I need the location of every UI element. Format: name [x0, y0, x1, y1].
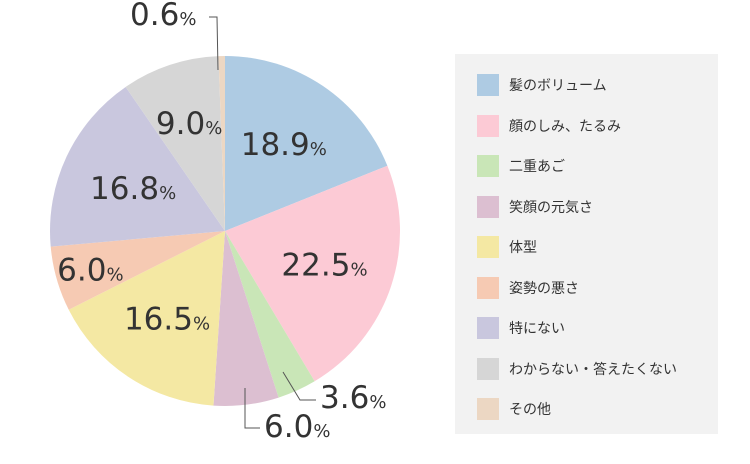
value-label: 16.8% — [90, 171, 176, 207]
value-labels: 18.9%22.5%3.6%6.0%16.5%6.0%16.8%9.0%0.6% — [57, 0, 386, 445]
value-unit: % — [179, 9, 196, 30]
value-unit: % — [369, 392, 386, 413]
pie-slice — [49, 86, 225, 247]
value-number: 16.5 — [124, 302, 193, 338]
value-number: 6.0 — [57, 252, 106, 288]
legend-swatch — [477, 276, 499, 299]
legend-item: 顔のしみ、たるみ — [477, 114, 621, 137]
legend-item: 二重あご — [477, 155, 565, 177]
legend-item: 姿勢の悪さ — [477, 276, 579, 299]
legend-item: 笑顔の元気さ — [477, 195, 593, 218]
legend-swatch — [477, 357, 499, 380]
value-label: 22.5% — [281, 248, 367, 284]
legend-swatch — [477, 398, 499, 420]
value-unit: % — [350, 260, 367, 281]
pie-slice — [125, 56, 225, 232]
legend-swatch — [477, 155, 499, 177]
legend-label: 体型 — [509, 240, 537, 256]
leader-line — [209, 16, 219, 71]
legend-item: その他 — [477, 398, 551, 420]
value-unit: % — [313, 421, 330, 442]
pie-slice — [50, 231, 225, 310]
value-unit: % — [106, 264, 123, 285]
value-unit: % — [310, 139, 327, 160]
value-unit: % — [205, 118, 222, 139]
legend-item: わからない・答えたくない — [477, 357, 677, 380]
legend-item: 体型 — [477, 236, 537, 258]
value-number: 9.0 — [156, 106, 205, 142]
legend-label: 特にない — [509, 321, 565, 337]
value-number: 3.6 — [320, 380, 369, 416]
legend-swatch — [477, 195, 499, 218]
value-label: 9.0% — [156, 106, 222, 142]
value-number: 16.8 — [90, 171, 159, 207]
pie-slice — [68, 231, 225, 406]
pie-slice — [213, 231, 279, 406]
value-unit: % — [193, 314, 210, 335]
leader-line — [282, 371, 316, 401]
legend-label: その他 — [509, 402, 551, 418]
legend-label: 髪のボリューム — [509, 78, 607, 94]
value-number: 6.0 — [264, 409, 313, 445]
value-unit: % — [159, 183, 176, 204]
value-label: 6.0% — [264, 409, 330, 445]
value-label: 18.9% — [241, 127, 327, 163]
leader-lines — [209, 16, 316, 429]
legend-item: 髪のボリューム — [477, 74, 607, 96]
legend-label: 二重あご — [509, 159, 565, 175]
value-number: 22.5 — [281, 248, 350, 284]
legend-label: 姿勢の悪さ — [509, 280, 579, 297]
legend-swatch — [477, 74, 499, 96]
legend-label: わからない・答えたくない — [509, 361, 677, 378]
pie-slice — [225, 231, 315, 398]
legend-label: 笑顔の元気さ — [509, 199, 593, 216]
value-number: 18.9 — [241, 127, 310, 163]
legend-swatch — [477, 317, 499, 339]
legend-item: 特にない — [477, 317, 565, 339]
pie-slice — [225, 165, 400, 382]
pie-slice — [218, 56, 225, 231]
legend-swatch — [477, 236, 499, 258]
legend: 髪のボリューム 顔のしみ、たるみ 二重あご笑顔の元気さ 体型姿勢の悪さ特にないわからな… — [455, 54, 718, 434]
value-label: 3.6% — [320, 380, 386, 416]
legend-label: 顔のしみ、たるみ — [509, 118, 621, 135]
value-number: 0.6 — [130, 0, 179, 33]
leader-line — [244, 388, 260, 429]
value-label: 0.6% — [130, 0, 196, 33]
pie-slices — [49, 56, 400, 406]
legend-swatch — [477, 114, 499, 137]
value-label: 16.5% — [124, 302, 210, 338]
pie-slice — [225, 56, 388, 231]
value-label: 6.0% — [57, 252, 123, 288]
